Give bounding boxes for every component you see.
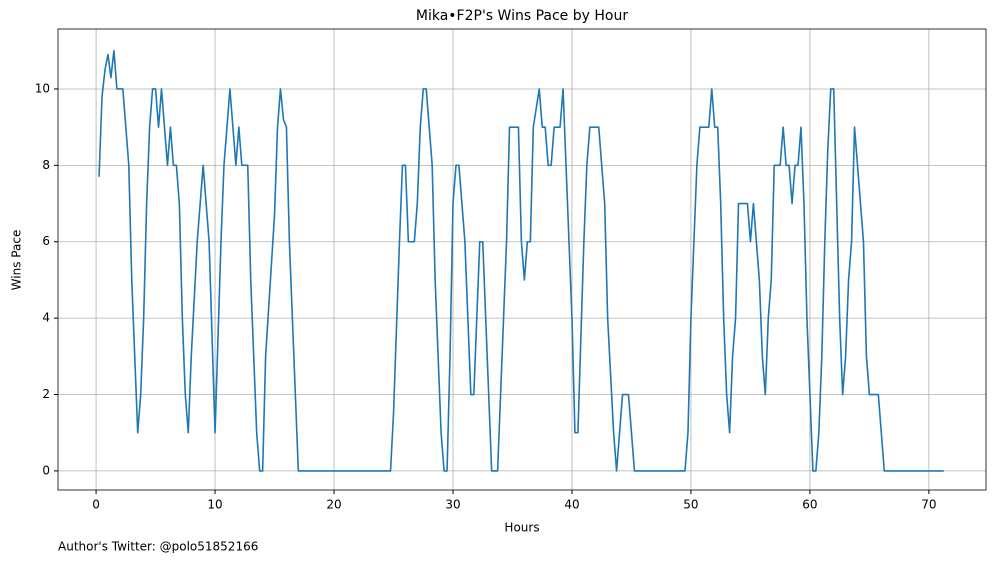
x-axis-label: Hours — [504, 521, 539, 535]
y-tick-label: 0 — [42, 463, 50, 477]
x-tick-label: 40 — [564, 498, 579, 512]
x-tick-label: 50 — [683, 498, 698, 512]
x-tick-label: 30 — [445, 498, 460, 512]
x-tick-label: 70 — [921, 498, 936, 512]
x-tick-label: 10 — [207, 498, 222, 512]
x-tick-label: 60 — [802, 498, 817, 512]
y-tick-label: 4 — [42, 311, 50, 325]
footnote: Author's Twitter: @polo51852166 — [58, 540, 258, 554]
plot-frame — [57, 28, 987, 491]
x-tick-label: 20 — [326, 498, 341, 512]
chart-title: Mika•F2P's Wins Pace by Hour — [416, 8, 628, 24]
x-tick-label: 0 — [92, 498, 100, 512]
y-tick-label: 8 — [42, 158, 50, 172]
y-tick-label: 2 — [42, 387, 50, 401]
y-tick-label: 10 — [35, 81, 50, 95]
y-axis-label: Wins Pace — [10, 230, 24, 291]
data-line — [98, 49, 944, 472]
y-tick-label: 6 — [42, 234, 50, 248]
